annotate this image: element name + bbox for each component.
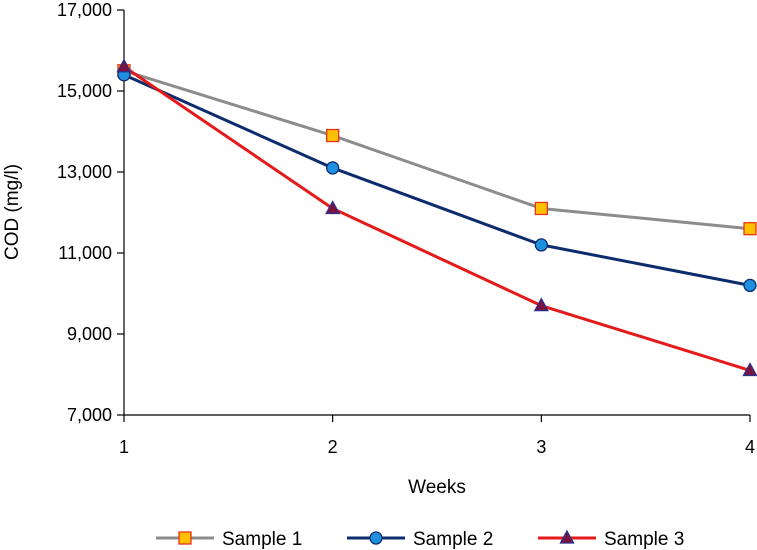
y-tick-label: 13,000 bbox=[57, 162, 112, 182]
data-point bbox=[534, 201, 548, 216]
legend-label: Sample 1 bbox=[222, 529, 302, 550]
x-axis-title: Weeks bbox=[408, 477, 466, 498]
legend: Sample 1 Sample 2 Sample 3 bbox=[156, 529, 684, 550]
legend-item-3: Sample 3 bbox=[538, 529, 684, 550]
axes bbox=[117, 9, 751, 422]
x-tick-label: 2 bbox=[328, 437, 338, 457]
legend-item-1: Sample 1 bbox=[156, 529, 302, 550]
series-1 bbox=[123, 69, 751, 231]
y-axis-title: COD (mg/l) bbox=[2, 164, 23, 260]
y-tick-label: 7,000 bbox=[67, 405, 112, 425]
data-point bbox=[534, 238, 548, 252]
y-tick-label: 17,000 bbox=[57, 0, 112, 20]
x-tick-label: 3 bbox=[536, 437, 546, 457]
series-layer bbox=[116, 58, 757, 377]
y-tick-label: 11,000 bbox=[58, 243, 112, 263]
series-line bbox=[123, 69, 751, 231]
data-point bbox=[325, 200, 341, 215]
series-3 bbox=[123, 65, 751, 372]
data-point bbox=[533, 297, 549, 312]
data-point bbox=[742, 362, 757, 377]
legend-item-2: Sample 2 bbox=[347, 529, 493, 550]
series-2 bbox=[123, 73, 751, 287]
legend-label: Sample 3 bbox=[604, 529, 684, 550]
y-tick-label: 9,000 bbox=[67, 324, 112, 344]
legend-marker bbox=[369, 531, 383, 545]
x-tick-label: 1 bbox=[119, 437, 129, 457]
legend-label: Sample 2 bbox=[413, 529, 493, 550]
y-tick-label: 15,000 bbox=[57, 81, 112, 101]
data-point bbox=[743, 278, 757, 293]
legend-marker bbox=[559, 529, 575, 544]
series-line bbox=[123, 65, 751, 372]
data-point bbox=[116, 58, 132, 73]
data-point bbox=[743, 222, 757, 236]
data-point bbox=[326, 128, 340, 143]
data-point bbox=[326, 161, 340, 175]
series-3-markers bbox=[116, 58, 757, 377]
series-line bbox=[123, 73, 751, 287]
labels-layer: 7,000 9,000 11,000 13,000 15,000 17,000 1 2 3 4 bbox=[57, 0, 755, 457]
x-tick-label: 4 bbox=[745, 437, 755, 457]
series-1-markers bbox=[117, 64, 757, 236]
legend-marker bbox=[178, 531, 192, 545]
